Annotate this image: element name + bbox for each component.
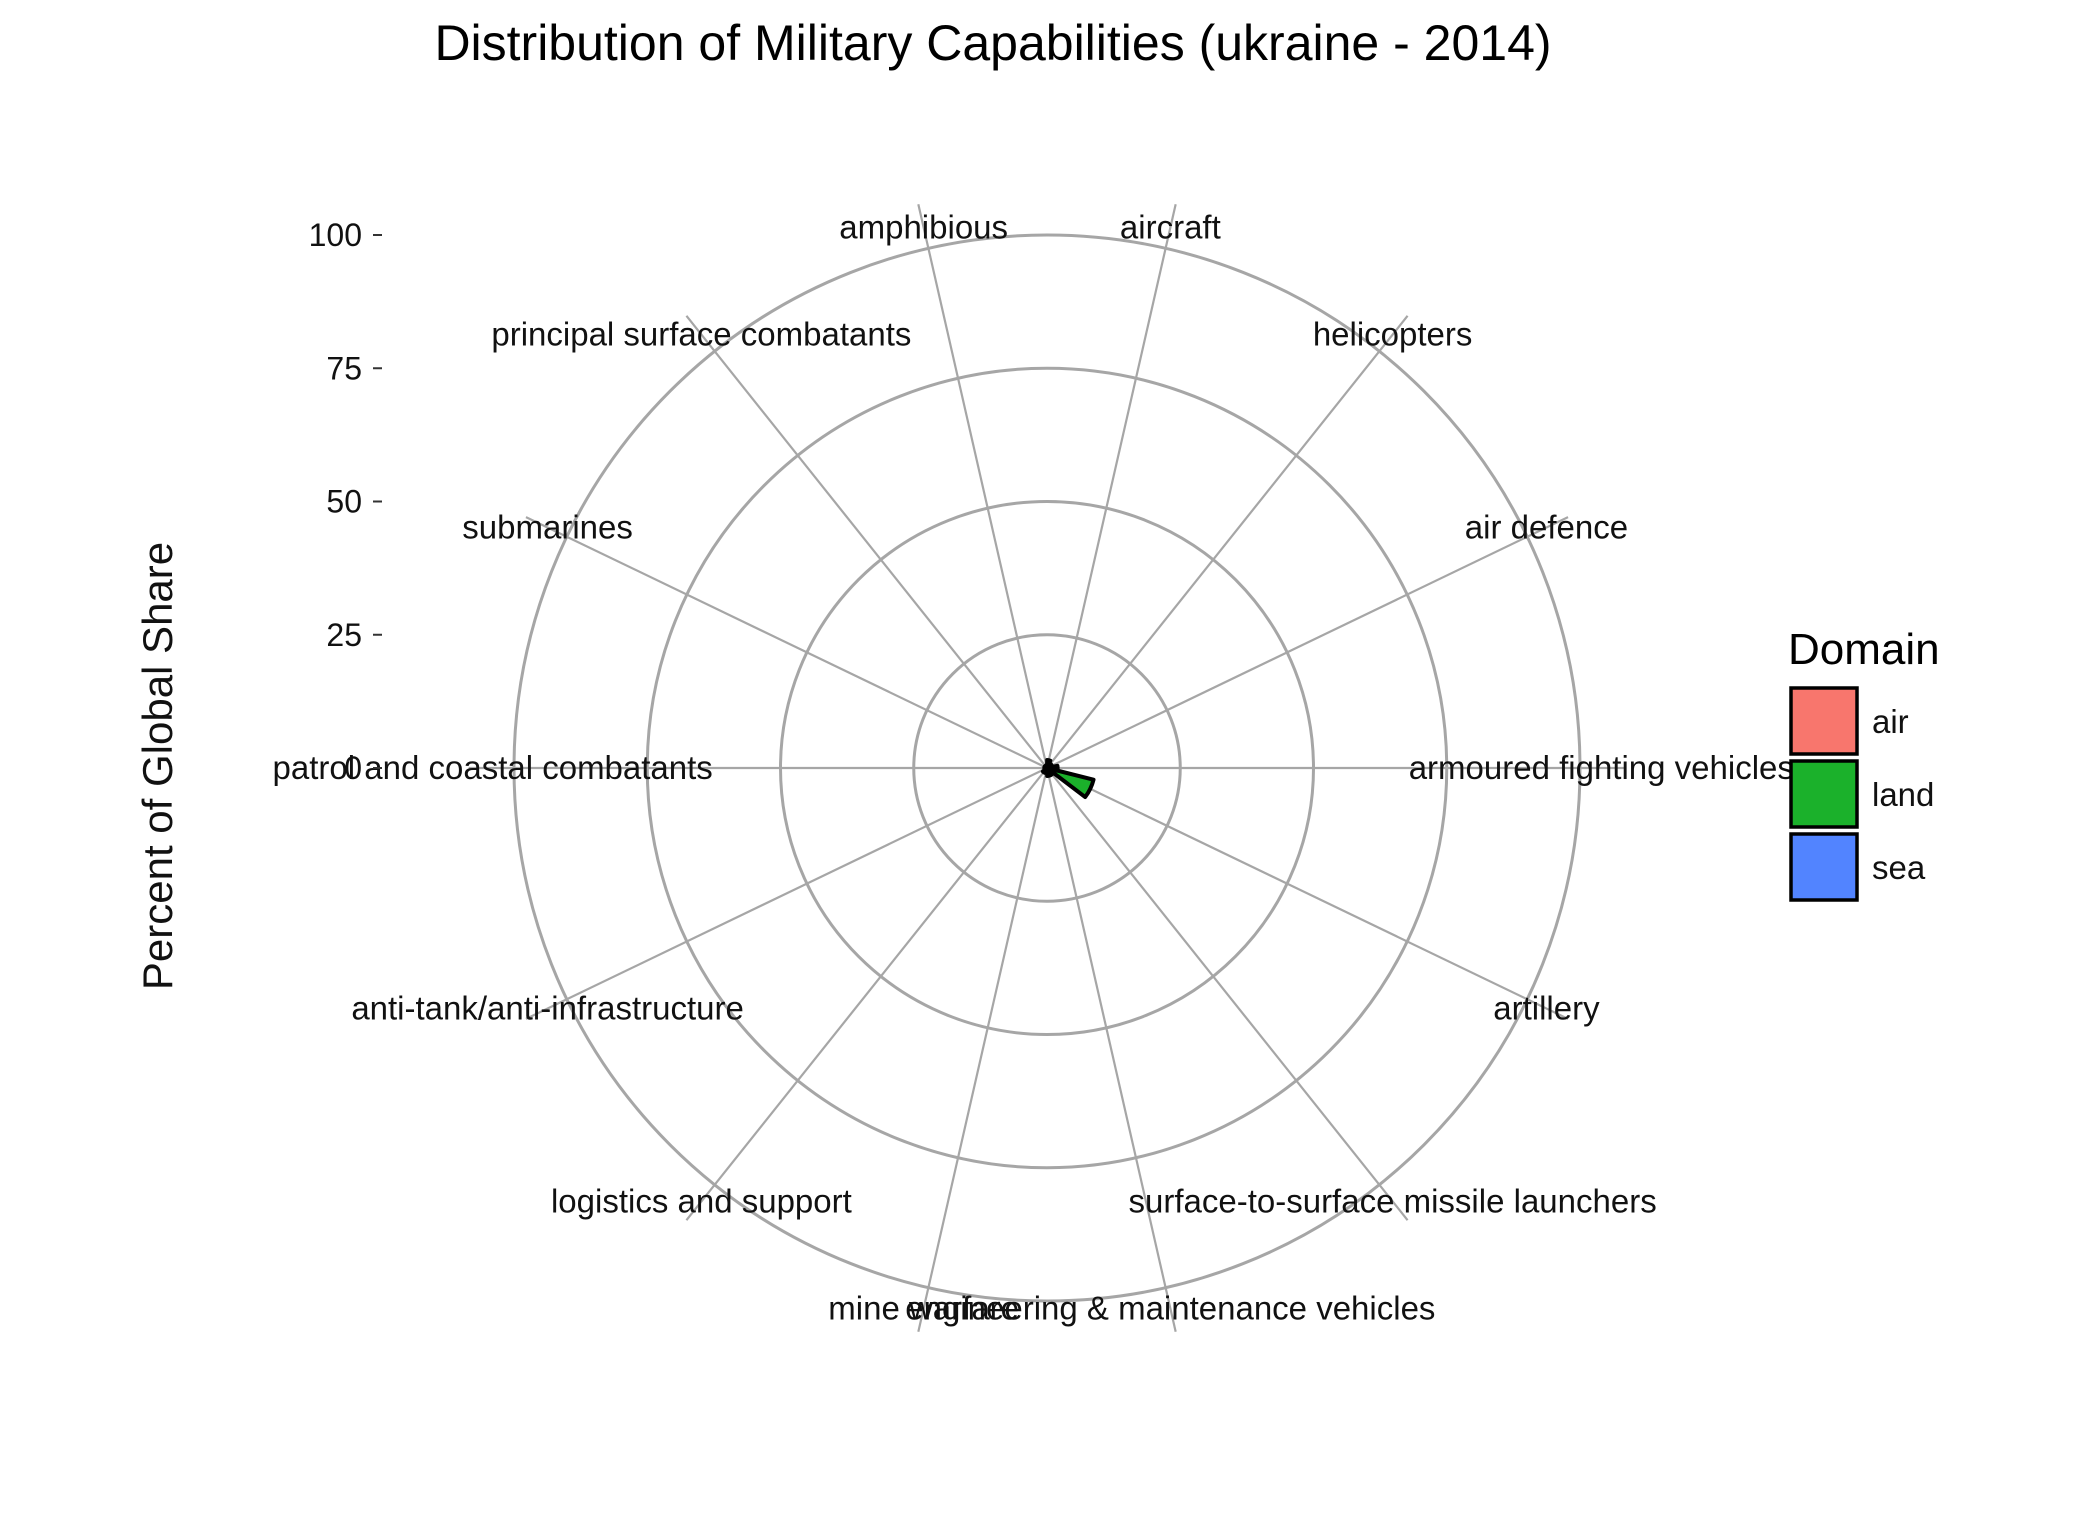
category-label-12: submarines <box>462 508 633 545</box>
category-label-8: mine warfare <box>828 1289 1019 1326</box>
spoke-14 <box>917 203 1049 769</box>
legend-swatch-land <box>1789 759 1859 829</box>
category-label-6: surface-to-surface missile launchers <box>1129 1182 1657 1219</box>
spoke-1 <box>1045 203 1177 769</box>
category-label-4: armoured fighting vehicles <box>1409 749 1794 786</box>
chart-title: Distribution of Military Capabilities (u… <box>434 15 1551 71</box>
spoke-13 <box>685 315 1048 769</box>
legend-swatch-air <box>1789 686 1859 756</box>
category-label-11: patrol and coastal combatants <box>273 749 713 786</box>
category-label-5: artillery <box>1493 990 1600 1027</box>
category-label-3: air defence <box>1465 508 1628 545</box>
category-label-9: logistics and support <box>551 1182 852 1219</box>
category-label-14: amphibious <box>839 209 1008 246</box>
category-label-2: helicopters <box>1313 316 1473 353</box>
spoke-2 <box>1046 315 1409 769</box>
category-label-7: engineering & maintenance vehicles <box>905 1289 1435 1326</box>
bars <box>1040 758 1096 800</box>
spoke-3 <box>1046 516 1569 769</box>
y-tick-label-25: 25 <box>326 617 362 653</box>
legend-title: Domain <box>1788 625 1940 674</box>
legend-label-air: air <box>1872 703 1909 740</box>
spoke-9 <box>685 767 1048 1221</box>
legend-label-sea: sea <box>1872 849 1926 886</box>
spoke-5 <box>1046 767 1569 1020</box>
spoke-7 <box>1045 767 1177 1333</box>
spoke-12 <box>525 516 1048 769</box>
spoke-10 <box>525 767 1048 1020</box>
spoke-6 <box>1046 767 1409 1221</box>
legend-swatch-sea <box>1789 832 1859 902</box>
y-axis-title: Percent of Global Share <box>134 542 181 990</box>
y-axis-ticks: 0 25 50 75 100 <box>309 217 382 786</box>
y-tick-label-75: 75 <box>326 350 362 386</box>
category-label-1: aircraft <box>1120 209 1221 246</box>
y-tick-label-0: 0 <box>344 750 362 786</box>
y-tick-label-50: 50 <box>326 484 362 520</box>
category-label-13: principal surface combatants <box>491 316 911 353</box>
category-labels: aircraft helicopters air defence armoured f… <box>273 209 1794 1327</box>
y-tick-label-100: 100 <box>309 217 362 253</box>
bar-5 <box>1045 766 1096 800</box>
legend-label-land: land <box>1872 776 1934 813</box>
category-label-10: anti-tank/anti-infrastructure <box>351 990 744 1027</box>
spoke-8 <box>917 767 1049 1333</box>
bar-14 <box>1043 763 1049 770</box>
legend: Domain air land sea <box>1788 625 1940 902</box>
category-spokes <box>468 203 1626 1333</box>
